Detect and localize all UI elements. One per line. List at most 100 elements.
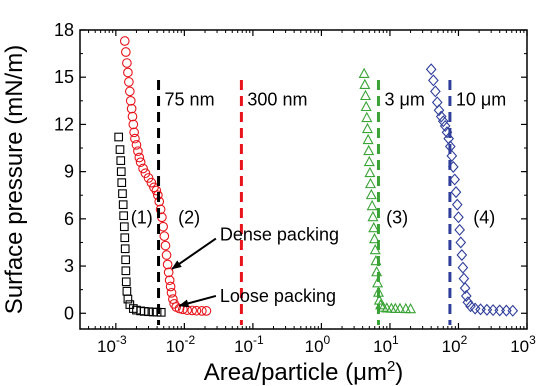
data-point <box>377 301 389 312</box>
data-point <box>143 173 154 183</box>
data-point <box>122 58 132 68</box>
data-point <box>168 294 178 304</box>
x-tick-base: 10 <box>442 337 461 356</box>
data-point <box>358 67 370 79</box>
data-point <box>446 149 458 162</box>
data-point <box>433 104 445 117</box>
data-point <box>119 222 129 232</box>
x-tick-label: 10-1 <box>234 333 264 356</box>
series-label: (3) <box>386 208 408 228</box>
data-point <box>363 155 375 167</box>
x-tick-exp: -2 <box>184 333 195 347</box>
data-point <box>124 86 135 97</box>
y-tick-label: 18 <box>54 20 74 40</box>
data-point <box>450 186 462 199</box>
data-point <box>394 302 406 313</box>
annotation-text: Loose packing <box>220 286 336 306</box>
data-point <box>118 200 128 210</box>
data-point <box>116 167 126 176</box>
data-point <box>462 296 474 309</box>
data-point <box>155 204 166 215</box>
data-point <box>437 115 449 128</box>
data-point <box>120 233 130 243</box>
data-point <box>138 163 148 174</box>
x-tick-base: 10 <box>166 337 185 356</box>
data-point <box>159 231 170 242</box>
data-point <box>161 250 172 260</box>
data-point <box>361 111 373 123</box>
series-label: (2) <box>178 208 200 228</box>
plot-frame <box>79 29 528 330</box>
annotation-arrow <box>178 294 217 308</box>
series-4 <box>425 63 519 317</box>
data-point <box>365 188 377 200</box>
data-point <box>364 177 377 189</box>
data-point <box>197 306 207 316</box>
series-label: (1) <box>131 208 153 228</box>
x-tick-label: 103 <box>510 333 536 356</box>
data-point <box>454 223 465 236</box>
y-tick-label: 12 <box>54 114 74 134</box>
data-point <box>149 182 159 193</box>
data-point <box>501 304 512 317</box>
x-tick-exp: 2 <box>461 333 468 347</box>
size-reference-label: 300 nm <box>247 90 307 110</box>
data-point <box>368 232 381 244</box>
data-point <box>128 119 139 130</box>
data-point <box>201 306 212 316</box>
x-tick-label: 102 <box>442 333 468 356</box>
data-point <box>372 276 384 288</box>
x-axis-label-close: ) <box>395 359 403 386</box>
data-point <box>122 286 132 296</box>
data-point <box>453 211 464 224</box>
data-point <box>362 133 374 145</box>
data-point <box>364 166 376 178</box>
data-point <box>428 74 439 87</box>
data-point <box>120 244 130 254</box>
data-point <box>121 277 131 287</box>
data-point <box>131 140 142 150</box>
size-reference-label: 3 μm <box>384 90 424 110</box>
data-point <box>123 294 133 304</box>
annotation-arrow <box>171 237 217 270</box>
data-point <box>125 95 136 106</box>
data-point <box>359 78 371 90</box>
size-reference-label: 75 nm <box>165 90 215 110</box>
data-point <box>160 240 171 251</box>
data-point <box>430 85 441 98</box>
data-point <box>455 236 467 249</box>
data-point <box>191 305 202 316</box>
data-point <box>456 249 468 262</box>
data-point <box>116 156 126 165</box>
annotation-text: Dense packing <box>220 225 339 245</box>
x-tick-label: 10-3 <box>97 333 127 356</box>
data-point <box>439 119 451 133</box>
data-point <box>158 221 168 232</box>
data-point <box>126 103 137 114</box>
data-point <box>458 272 470 285</box>
data-point <box>130 133 140 144</box>
data-point <box>164 275 175 286</box>
x-tick-exp: 1 <box>392 333 399 347</box>
data-point <box>449 173 461 186</box>
x-tick-base: 10 <box>510 337 529 356</box>
data-point <box>124 77 134 87</box>
data-point <box>146 177 157 188</box>
data-point <box>121 266 131 276</box>
data-point <box>120 47 131 57</box>
data-point <box>117 178 127 187</box>
data-point <box>123 67 133 78</box>
data-point <box>162 259 173 270</box>
data-point <box>487 304 499 317</box>
y-tick-label: 6 <box>64 209 74 229</box>
data-point <box>405 302 417 314</box>
data-point <box>165 281 176 292</box>
data-point <box>359 89 372 101</box>
data-point <box>115 145 125 154</box>
data-point <box>360 100 372 112</box>
data-point <box>457 261 469 274</box>
data-point <box>135 157 146 168</box>
y-tick-label: 0 <box>64 303 74 323</box>
data-point <box>129 127 139 138</box>
